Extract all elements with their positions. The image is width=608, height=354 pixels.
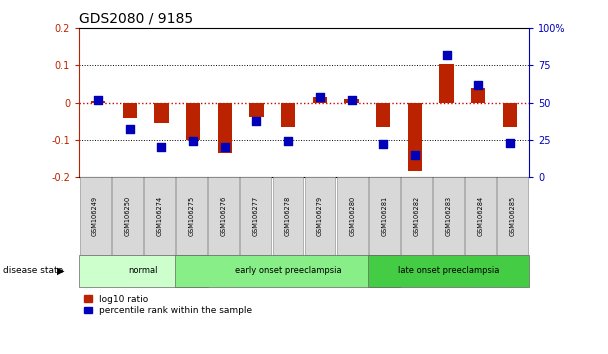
Text: GSM106281: GSM106281 xyxy=(381,196,387,236)
Bar xyxy=(218,103,232,153)
Text: GSM106278: GSM106278 xyxy=(285,196,291,236)
Point xyxy=(156,144,166,150)
Point xyxy=(93,97,103,103)
Point xyxy=(315,94,325,99)
Bar xyxy=(376,103,390,127)
Bar xyxy=(471,88,485,103)
Point xyxy=(125,127,134,132)
Text: GSM106283: GSM106283 xyxy=(446,196,452,236)
Bar xyxy=(408,103,422,171)
Point xyxy=(378,142,388,147)
Text: early onset preeclampsia: early onset preeclampsia xyxy=(235,266,341,275)
Text: normal: normal xyxy=(128,266,158,275)
Point xyxy=(474,82,483,88)
Bar xyxy=(154,103,168,123)
Legend: log10 ratio, percentile rank within the sample: log10 ratio, percentile rank within the … xyxy=(83,295,252,315)
Point xyxy=(347,97,356,103)
Text: ▶: ▶ xyxy=(57,266,64,276)
Bar xyxy=(91,101,105,103)
Bar xyxy=(186,103,200,140)
Text: GSM106276: GSM106276 xyxy=(221,196,227,236)
Text: GSM106274: GSM106274 xyxy=(156,196,162,236)
Text: GSM106285: GSM106285 xyxy=(510,196,516,236)
Text: GSM106279: GSM106279 xyxy=(317,196,323,236)
Point xyxy=(283,138,293,144)
Bar xyxy=(123,103,137,118)
Text: GSM106249: GSM106249 xyxy=(92,196,98,236)
Text: GSM106282: GSM106282 xyxy=(413,196,420,236)
Point xyxy=(442,52,452,58)
Bar xyxy=(249,103,264,117)
Point xyxy=(410,152,420,158)
Text: GSM106277: GSM106277 xyxy=(253,196,259,236)
Text: late onset preeclampsia: late onset preeclampsia xyxy=(398,266,499,275)
Bar xyxy=(281,103,295,127)
Bar xyxy=(503,103,517,127)
Bar xyxy=(313,97,327,103)
Text: disease state: disease state xyxy=(3,266,63,275)
Point xyxy=(505,140,515,145)
Bar xyxy=(344,99,359,103)
Point xyxy=(220,144,230,150)
Point xyxy=(252,118,261,123)
Text: GSM106280: GSM106280 xyxy=(349,196,355,236)
Bar xyxy=(440,64,454,103)
Text: GSM106284: GSM106284 xyxy=(478,196,484,236)
Text: GSM106250: GSM106250 xyxy=(124,196,130,236)
Point xyxy=(188,138,198,144)
Text: GSM106275: GSM106275 xyxy=(188,196,195,236)
Text: GDS2080 / 9185: GDS2080 / 9185 xyxy=(79,12,193,26)
